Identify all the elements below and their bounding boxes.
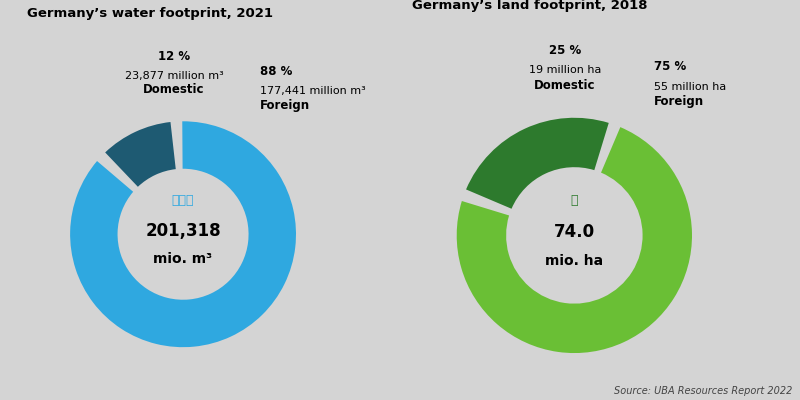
Wedge shape [70, 121, 296, 347]
Text: 74.0: 74.0 [554, 223, 595, 241]
Text: Domestic: Domestic [534, 79, 596, 92]
Text: 23,877 million m³: 23,877 million m³ [125, 71, 223, 81]
Text: 88 %: 88 % [260, 65, 292, 78]
Text: 25 %: 25 % [549, 44, 581, 56]
Text: 201,318: 201,318 [146, 222, 221, 240]
Text: 19 million ha: 19 million ha [529, 66, 601, 76]
Text: 55 million ha: 55 million ha [654, 82, 726, 92]
Text: 🌿: 🌿 [570, 194, 578, 207]
Text: 💧💧💧: 💧💧💧 [172, 194, 194, 207]
Wedge shape [466, 118, 609, 209]
Wedge shape [105, 122, 176, 187]
Text: Foreign: Foreign [260, 99, 310, 112]
Text: mio. m³: mio. m³ [154, 252, 213, 266]
Text: 177,441 million m³: 177,441 million m³ [260, 86, 366, 96]
Text: 12 %: 12 % [158, 50, 190, 62]
Text: Source: UBA Resources Report 2022: Source: UBA Resources Report 2022 [614, 386, 792, 396]
Text: Domestic: Domestic [143, 84, 205, 96]
Text: Germany’s water footprint, 2021: Germany’s water footprint, 2021 [27, 7, 273, 20]
Text: mio. ha: mio. ha [546, 254, 603, 268]
Text: Foreign: Foreign [654, 95, 705, 108]
Text: 75 %: 75 % [654, 60, 686, 73]
Text: Germany’s land footprint, 2018: Germany’s land footprint, 2018 [412, 0, 647, 12]
Wedge shape [457, 127, 692, 353]
